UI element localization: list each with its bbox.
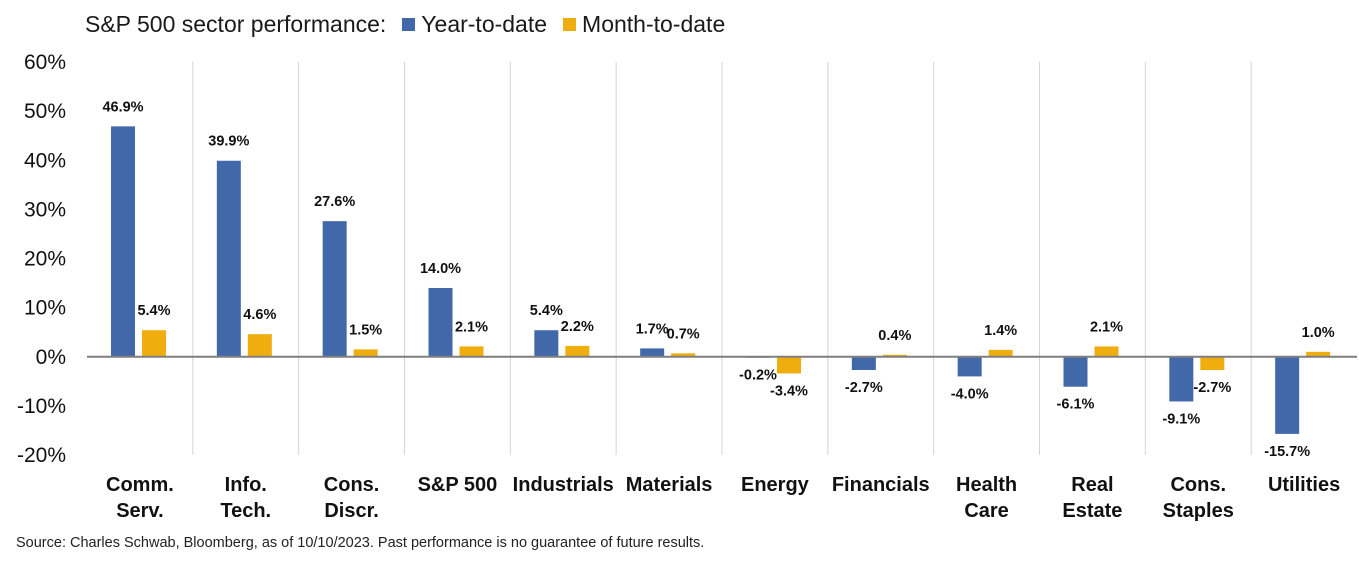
category-label: Comm. (106, 474, 174, 496)
bar-ytd (640, 348, 665, 357)
y-tick-label: 0% (36, 346, 66, 369)
legend-swatch-mtd (563, 17, 577, 31)
bar-mtd (353, 349, 378, 357)
data-label-mtd: 2.1% (1090, 319, 1123, 335)
category-label: Staples (1163, 500, 1234, 522)
chart-header: S&P 500 sector performance: Year-to-date… (85, 8, 725, 40)
data-label-mtd: 0.7% (667, 326, 700, 342)
category-label: Financials (832, 474, 930, 496)
data-label-mtd: 4.6% (243, 307, 276, 323)
data-label-mtd: -3.4% (770, 383, 808, 399)
legend-label-mtd: Month-to-date (582, 10, 726, 37)
data-label-ytd: -0.2% (739, 368, 777, 384)
bar-mtd (247, 334, 272, 357)
bar-mtd (988, 349, 1013, 357)
bar-mtd (671, 353, 696, 357)
data-label-ytd: 46.9% (102, 99, 143, 115)
y-tick-label: 10% (24, 297, 66, 320)
category-label: Cons. (1170, 474, 1226, 496)
bar-mtd (777, 356, 801, 374)
bar-ytd (1169, 356, 1194, 402)
data-label-ytd: -2.7% (845, 380, 883, 396)
category-label: Health (956, 474, 1017, 496)
category-label: Care (964, 500, 1008, 522)
data-label-ytd: 1.7% (636, 321, 669, 337)
data-label-mtd: 1.4% (984, 323, 1017, 339)
chart-title: S&P 500 sector performance: (85, 10, 387, 37)
data-label-ytd: 14.0% (420, 261, 461, 277)
bar-ytd (534, 330, 559, 357)
category-label: Serv. (116, 500, 163, 522)
bar-ytd (322, 221, 347, 357)
legend-swatch-ytd (402, 17, 416, 31)
bar-mtd (1094, 346, 1119, 357)
bar-mtd (1306, 351, 1331, 357)
data-label-ytd: -9.1% (1162, 411, 1200, 427)
category-label: Info. (225, 474, 267, 496)
bar-mtd (1200, 356, 1225, 371)
category-label: Materials (626, 474, 713, 496)
bar-mtd (565, 345, 590, 357)
bar-ytd (851, 356, 876, 371)
bar-ytd (428, 287, 453, 357)
y-tick-label: -10% (17, 395, 66, 418)
y-tick-label: -20% (17, 444, 66, 467)
category-label: S&P 500 (418, 474, 498, 496)
bar-ytd (1275, 356, 1300, 434)
bar-ytd (216, 160, 241, 357)
category-label: Discr. (324, 500, 378, 522)
data-label-ytd: -15.7% (1264, 444, 1310, 460)
bar-ytd (1063, 356, 1088, 387)
category-label: Cons. (324, 474, 380, 496)
data-label-ytd: 27.6% (314, 194, 355, 210)
bar-ytd (957, 356, 982, 377)
legend-item-mtd: Month-to-date (563, 11, 725, 38)
legend-label-ytd: Year-to-date (421, 10, 548, 37)
y-tick-label: 30% (24, 198, 66, 221)
category-label: Energy (741, 474, 810, 496)
y-tick-label: 40% (24, 149, 66, 172)
source-note: Source: Charles Schwab, Bloomberg, as of… (16, 535, 705, 551)
data-label-ytd: -4.0% (951, 386, 989, 402)
bar-mtd (142, 330, 166, 357)
data-label-mtd: 0.4% (878, 328, 911, 344)
category-label: Industrials (513, 474, 614, 496)
data-label-ytd: 5.4% (530, 303, 563, 319)
y-tick-label: 60% (24, 51, 66, 74)
data-label-mtd: -2.7% (1193, 380, 1231, 396)
data-label-ytd: -6.1% (1057, 397, 1095, 413)
data-label-mtd: 5.4% (137, 303, 170, 319)
data-label-ytd: 39.9% (208, 134, 249, 150)
y-tick-label: 50% (24, 100, 66, 123)
data-label-mtd: 1.5% (349, 322, 382, 338)
data-label-mtd: 2.2% (561, 319, 594, 335)
category-label: Estate (1062, 500, 1122, 522)
data-label-mtd: 2.1% (455, 319, 488, 335)
data-label-mtd: 1.0% (1302, 325, 1335, 341)
category-label: Real (1071, 474, 1113, 496)
y-tick-label: 20% (24, 248, 66, 271)
category-label: Tech. (220, 500, 271, 522)
bar-mtd (459, 346, 484, 357)
category-label: Utilities (1268, 474, 1340, 496)
legend-item-ytd: Year-to-date (402, 11, 547, 38)
bar-ytd (111, 126, 135, 357)
